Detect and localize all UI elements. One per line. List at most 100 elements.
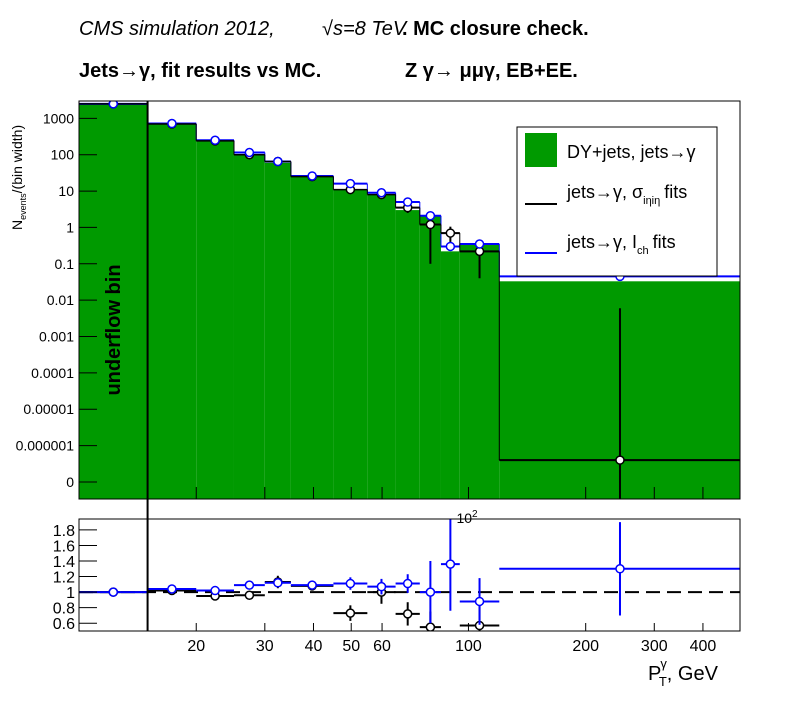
ratio-marker [474,596,485,607]
mc-bar [290,176,334,499]
legend-swatch [525,133,557,167]
ratio-marker [210,585,220,596]
ratio-marker [108,587,119,597]
ratio-y-tick-label: 1.6 [53,538,75,555]
x-tick-label: 200 [572,638,599,655]
x-tick-label: 100 [455,638,482,655]
marker [474,239,485,249]
ratio-y-tick-label: 0.6 [53,616,75,633]
ratio-marker [376,581,387,592]
ratio-y-tick-label: 1 [66,585,75,602]
y-tick-label: 0.001 [39,329,74,345]
x-label-tail: , GeV [667,663,719,685]
top-x-tick-exp: 2 [472,509,478,520]
ratio-y-tick-label: 1.8 [53,523,75,540]
x-tick-label: 20 [187,638,205,655]
y-tick-label: 0.0001 [31,365,74,381]
y-tick-label: 0.01 [47,292,74,308]
title-left: CMS simulation 2012, [79,18,275,40]
mc-bar [333,189,368,499]
x-tick-label: 40 [305,638,323,655]
subtitle-left: Jets→γ, fit results vs MC. [79,60,321,82]
y-label-tail: /(bin width) [9,125,25,193]
mc-bar [419,216,441,499]
ratio-marker [445,559,456,569]
x-tick-label: 300 [641,638,668,655]
y-tick-label: 1000 [43,110,74,126]
marker [273,156,283,167]
ratio-marker [307,580,317,590]
mc-bar [264,162,291,499]
y-tick-label: 0.1 [55,256,75,272]
subtitle-right: Z γ→ μμγ, EB+EE. [405,60,578,82]
legend-main: jets→γ, σ [566,182,643,202]
y-axis-label: Nevents/(bin width) [9,125,28,230]
y-tick-label: 100 [51,147,75,163]
marker [425,219,436,230]
marker [345,178,356,189]
x-label-main: P [648,663,661,685]
legend-sub: iηiη [643,195,660,207]
y-tick-label: 0 [66,474,74,490]
mc-bar [196,140,234,499]
ratio-y-tick-label: 1.2 [53,570,75,587]
legend-entry: jets→γ, Ich fits [566,232,676,257]
marker [425,210,436,221]
ratio-marker [402,609,413,619]
x-tick-label: 30 [256,638,274,655]
mc-bar [233,153,265,499]
legend-entry: jets→γ, σiηiη fits [566,182,687,207]
ratio-marker [425,587,436,597]
x-tick-label: 400 [690,638,717,655]
top-plot [79,101,740,499]
ratio-plot [79,519,740,631]
legend-tail: fits [664,182,687,202]
y-tick-label: 0.000001 [16,438,75,454]
legend-sub: ch [637,245,649,257]
x-tick-label: 50 [342,638,360,655]
marker [445,241,456,252]
y-tick-label: 1 [66,219,74,235]
top-x-tick-base: 10 [456,510,472,526]
marker [244,147,255,158]
y-label-sub: events [18,193,28,220]
mc-bar [459,244,500,499]
ratio-marker [244,590,255,600]
marker [402,197,413,207]
marker [167,118,177,129]
marker [307,171,317,181]
x-axis-label: Pγ T, GeV [648,656,719,689]
marker [615,455,625,465]
ratio-marker [244,580,255,590]
marker [445,228,456,238]
y-tick-label: 10 [58,183,74,199]
top-x-tick-label: 102 [456,509,478,526]
legend-entry: DY+jets, jets→γ [567,142,696,162]
ratio-marker [345,608,356,618]
ratio-y-tick-label: 1.4 [53,554,75,571]
legend-tail: fits [653,232,676,252]
x-label-sub: T [659,674,667,689]
underflow-label: underflow bin [103,264,125,395]
ratio-marker [273,578,283,588]
ratio-marker [615,564,625,574]
ratio-marker [167,584,177,594]
ratio-marker [402,578,413,589]
ratio-marker [425,622,436,631]
mc-bar [440,251,460,499]
ratio-frame [78,518,741,632]
legend-main: jets→γ, I [566,232,637,252]
title-right: . MC closure check. [402,18,589,40]
y-tick-label: 0.00001 [23,401,74,417]
x-tick-label: 60 [373,638,391,655]
title-sqrt: √s=8 TeV [322,18,408,40]
mc-bar [367,194,396,499]
x-label-sup: γ [660,656,667,671]
marker [210,135,220,145]
mc-bar [395,210,420,499]
mc-bar [147,123,197,499]
marker [376,187,387,198]
ratio-y-tick-label: 0.8 [53,601,75,618]
